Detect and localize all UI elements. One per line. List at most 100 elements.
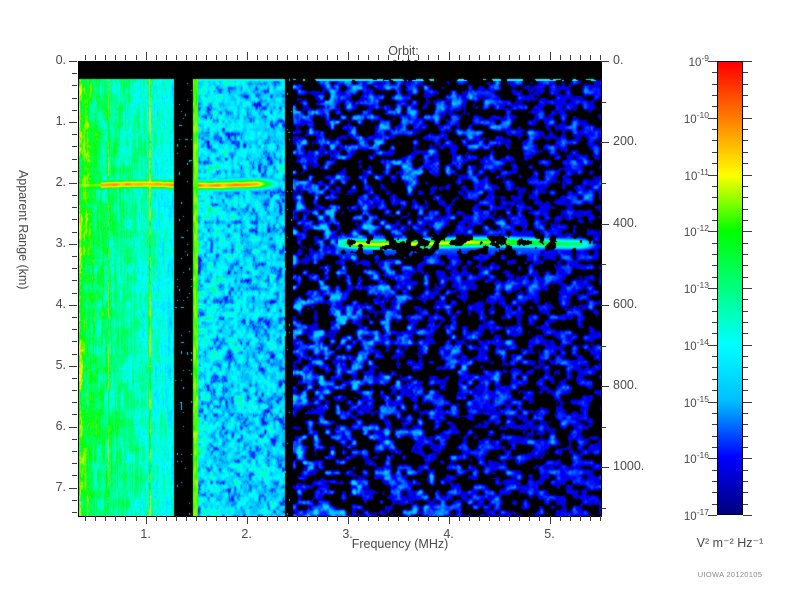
y-tick-left bbox=[72, 414, 77, 416]
cb-tick-right bbox=[743, 129, 748, 130]
x-tick-top bbox=[600, 55, 601, 60]
y-tick-left bbox=[72, 402, 77, 404]
x-tick-label: 3. bbox=[342, 527, 353, 541]
cb-tick-left bbox=[712, 424, 717, 425]
y-tick-left bbox=[69, 243, 77, 245]
x-tick bbox=[589, 516, 591, 521]
x-tick bbox=[186, 516, 188, 521]
x-tick-top bbox=[458, 55, 460, 60]
x-tick bbox=[266, 516, 268, 521]
cb-tick-right bbox=[743, 504, 748, 505]
x-tick-top bbox=[428, 55, 430, 60]
y-tick-left bbox=[72, 207, 77, 209]
x-tick-top bbox=[438, 55, 440, 60]
colorbar-tick-label: 10-16 bbox=[683, 450, 709, 467]
colorbar-tick-label: 10-10 bbox=[683, 109, 709, 126]
cb-tick-right bbox=[743, 175, 752, 176]
x-tick bbox=[236, 516, 238, 521]
x-tick bbox=[600, 516, 601, 521]
y-tick-label-right: 800. bbox=[613, 378, 638, 393]
x-tick-top bbox=[367, 55, 369, 60]
cb-tick-right bbox=[743, 436, 748, 437]
y-tick-left bbox=[72, 438, 77, 440]
ionogram-plot-area bbox=[78, 61, 602, 517]
y-tick-left bbox=[72, 329, 77, 331]
y-tick-left bbox=[72, 158, 77, 160]
colorbar-tick-label: 10-11 bbox=[684, 166, 709, 183]
x-tick-label: 4. bbox=[443, 527, 454, 541]
cb-tick-right bbox=[743, 492, 748, 493]
cb-tick-right bbox=[743, 140, 748, 141]
y-tick-left bbox=[72, 73, 77, 75]
x-tick bbox=[276, 516, 278, 521]
cb-tick-right bbox=[743, 118, 752, 119]
x-tick-top bbox=[155, 55, 157, 60]
cb-tick-right bbox=[743, 424, 748, 425]
cb-tick-left bbox=[712, 356, 717, 357]
y-tick-left bbox=[72, 146, 77, 148]
y-tick-left bbox=[72, 316, 77, 318]
x-tick bbox=[145, 516, 147, 524]
x-tick-top bbox=[569, 55, 571, 60]
x-tick-top bbox=[246, 52, 248, 60]
x-tick bbox=[387, 516, 389, 521]
x-tick-top bbox=[468, 55, 470, 60]
cb-tick-right bbox=[743, 277, 748, 278]
y-tick-left bbox=[69, 426, 77, 428]
x-tick bbox=[125, 516, 127, 521]
cb-tick-left bbox=[708, 61, 717, 62]
cb-tick-left bbox=[708, 458, 717, 459]
cb-tick-right bbox=[743, 367, 748, 368]
y-tick-right bbox=[601, 182, 606, 184]
colorbar-tick-label: 10-13 bbox=[683, 280, 709, 296]
x-tick-top bbox=[266, 55, 268, 60]
x-tick bbox=[155, 516, 157, 521]
cb-tick-right bbox=[743, 356, 748, 357]
y-tick-left bbox=[72, 475, 77, 477]
x-tick-top bbox=[287, 55, 288, 60]
cb-tick-left bbox=[708, 118, 717, 119]
x-tick bbox=[488, 516, 490, 521]
cb-tick-left bbox=[712, 254, 717, 255]
cb-tick-left bbox=[712, 447, 717, 448]
y-tick-left bbox=[72, 195, 77, 197]
colorbar-gradient bbox=[717, 61, 743, 515]
cb-tick-right bbox=[743, 299, 748, 300]
x-tick-top bbox=[165, 55, 167, 60]
x-tick bbox=[438, 516, 440, 521]
cb-tick-left bbox=[708, 288, 717, 289]
y-tick-right bbox=[601, 101, 606, 103]
cb-tick-right bbox=[743, 379, 748, 380]
cb-tick-right bbox=[743, 209, 748, 210]
x-tick-top bbox=[398, 55, 400, 60]
y-tick-label-left: 4. bbox=[55, 296, 66, 311]
y-tick-label-left: 2. bbox=[55, 174, 66, 189]
y-tick-left bbox=[69, 121, 77, 123]
y-tick-left bbox=[72, 292, 77, 294]
cb-tick-right bbox=[743, 197, 748, 198]
cb-tick-right bbox=[743, 84, 748, 85]
x-tick bbox=[408, 516, 410, 521]
y-tick-left bbox=[72, 85, 77, 87]
x-tick bbox=[418, 516, 420, 521]
x-tick bbox=[357, 516, 359, 521]
y-tick-right bbox=[601, 467, 609, 469]
x-tick-top bbox=[216, 55, 218, 60]
cb-tick-left bbox=[712, 186, 717, 187]
cb-tick-left bbox=[712, 390, 717, 391]
x-tick-top bbox=[559, 55, 561, 60]
cb-tick-right bbox=[743, 458, 752, 459]
y-tick-left bbox=[72, 511, 77, 513]
x-tick bbox=[105, 516, 107, 521]
cb-tick-right bbox=[743, 288, 752, 289]
cb-tick-right bbox=[743, 95, 748, 96]
cb-tick-left bbox=[712, 311, 717, 312]
x-tick-top bbox=[377, 55, 379, 60]
y-tick-left bbox=[72, 499, 77, 501]
cb-tick-left bbox=[712, 95, 717, 96]
x-tick-top bbox=[509, 55, 511, 60]
x-tick-top bbox=[408, 55, 410, 60]
x-tick-top bbox=[387, 55, 389, 60]
cb-tick-left bbox=[712, 140, 717, 141]
cb-tick-left bbox=[712, 129, 717, 130]
